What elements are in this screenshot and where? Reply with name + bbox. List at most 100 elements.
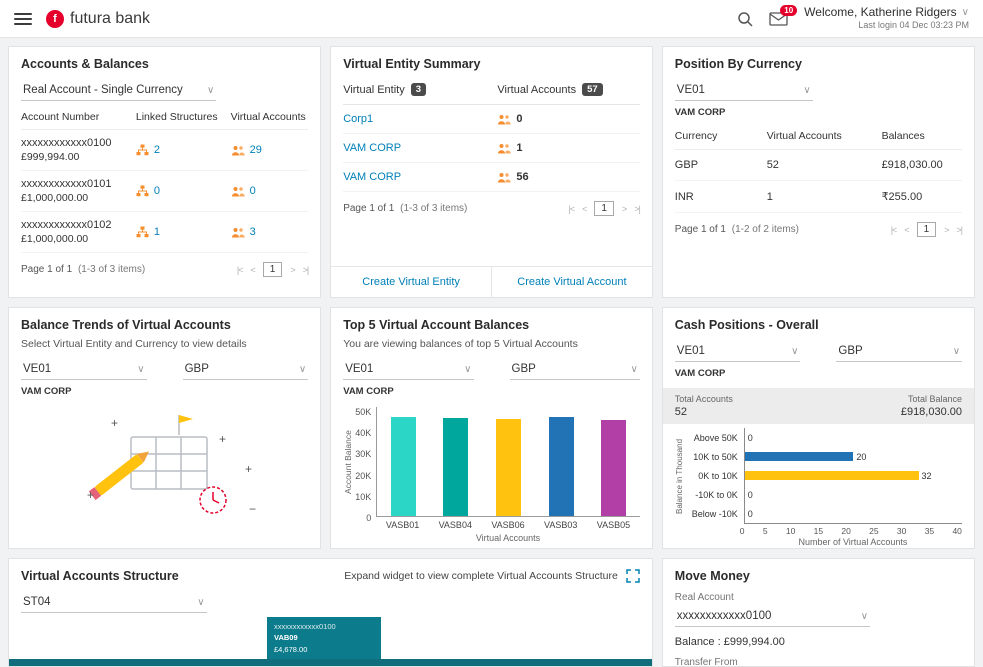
top5-yticks: 50K 40K 30K 20K 10K 0 [355,407,371,523]
linked-structures-count[interactable]: 1 [153,226,160,238]
next-page-button[interactable]: > [621,203,627,214]
ves-header: Virtual Entity 3 Virtual Accounts 57 [343,83,640,105]
dropdown-value: VE01 [23,363,52,375]
currency-dropdown[interactable]: GBP ∨ [836,340,963,362]
table-header: Currency Virtual Accounts Balances [674,130,962,150]
structure-toolbar-strip [9,659,652,666]
account-type-dropdown[interactable]: Real Account - Single Currency ∨ [21,79,217,101]
currency-dropdown[interactable]: GBP ∨ [509,358,640,380]
user-menu[interactable]: Welcome, Katherine Ridgers ∨ Last login … [804,5,969,31]
account-balance: £999,994.00 [21,151,80,163]
card-footer-actions: Create Virtual Entity Create Virtual Acc… [331,266,652,297]
total-accounts-value: 52 [674,406,688,418]
currency-dropdown[interactable]: GBP ∨ [182,358,309,380]
real-account-label: Real Account [674,592,734,603]
bar-VASB05[interactable] [601,420,627,516]
brand-logo[interactable]: f futura bank [46,9,151,28]
bar-10k-to-50k[interactable] [744,452,854,461]
list-item: VAM CORP 1 [343,134,640,163]
x-tick-label: 25 [869,526,879,536]
mail-icon[interactable]: 10 [769,4,798,26]
last-page-button[interactable]: >| [302,264,310,275]
current-page-box[interactable]: 1 [916,222,937,237]
node-name: VAB09 [274,633,298,643]
page-number: 1 [700,224,707,235]
totals-strip: Total Accounts 52 Total Balance £918,030… [662,388,974,424]
svg-text:+: + [87,488,94,502]
virtual-accounts-count[interactable]: 3 [249,226,256,238]
brand-name: futura bank [70,9,151,27]
prev-page-button[interactable]: < [904,224,909,235]
x-tick-label: 35 [924,526,935,536]
chevron-down-icon: ∨ [791,345,799,357]
dropdown-value: ST04 [23,596,51,608]
card-subtitle: You are viewing balances of top 5 Virtua… [343,338,578,350]
virtual-entity-dropdown[interactable]: VE01 ∨ [343,358,474,380]
create-virtual-account-link[interactable]: Create Virtual Account [491,267,652,297]
card-subtitle: Select Virtual Entity and Currency to vi… [21,338,247,350]
first-page-button[interactable]: |< [236,264,244,275]
virtual-entity-link[interactable]: VAM CORP [343,171,402,183]
bar-column [430,407,483,516]
cash-row: Above 50K 0 [684,428,962,447]
entity-sub-label: VAM CORP [674,107,726,118]
structure-root-node[interactable]: xxxxxxxxxxxx0100 VAB09 £4,678.00 [267,617,381,659]
page-range: (1-3 of 3 items) [77,264,146,275]
col-linked-structures: Linked Structures [135,111,218,123]
last-page-button[interactable]: >| [634,203,641,214]
search-icon[interactable] [737,11,753,27]
virtual-accounts-count[interactable]: 29 [249,144,262,156]
first-page-button[interactable]: |< [568,203,576,214]
linked-structures-count[interactable]: 2 [153,144,160,156]
entity-accounts-count: 1 [516,142,523,154]
bar-value-label: 0 [747,489,753,500]
entity-sub-label: VAM CORP [343,386,394,397]
last-page-button[interactable]: >| [956,224,963,235]
virtual-entity-dropdown[interactable]: VE01 ∨ [674,79,813,101]
y-tick-label: 0K to 10K [698,470,738,481]
current-page-box[interactable]: 1 [594,201,614,216]
balance-trends-card: Balance Trends of Virtual Accounts Selec… [8,307,322,549]
bar-VASB06[interactable] [495,419,521,516]
next-page-button[interactable]: > [290,264,295,275]
page-of: of 1 [709,224,726,235]
prev-page-button[interactable]: < [582,203,587,214]
structure-dropdown[interactable]: ST04 ∨ [21,591,207,613]
bar-VASB01[interactable] [390,417,416,516]
node-balance: £4,678.00 [274,644,308,654]
current-page-box[interactable]: 1 [262,262,283,277]
virtual-entity-label: Virtual Entity [343,83,405,96]
brand-logo-icon: f [46,9,64,28]
prev-page-button[interactable]: < [250,264,256,275]
page-range: (1-2 of 2 items) [731,224,799,235]
virtual-entity-dropdown[interactable]: VE01 ∨ [21,358,147,380]
bar-VASB04[interactable] [443,417,469,516]
next-page-button[interactable]: > [944,224,949,235]
virtual-accounts-count[interactable]: 0 [249,185,256,197]
svg-text:+: + [219,432,226,446]
cash-rows: Above 50K 0 10K to 50K 20 0K to 10K 32 -10K to… [684,428,962,523]
virtual-entity-link[interactable]: Corp1 [343,113,374,125]
virtual-entity-dropdown[interactable]: VE01 ∨ [674,340,801,362]
accounts-balances-card: Accounts & Balances Real Account - Singl… [8,46,322,298]
first-page-button[interactable]: |< [890,224,898,235]
linked-structures-count[interactable]: 0 [153,185,160,197]
users-icon [231,145,245,155]
create-virtual-entity-link[interactable]: Create Virtual Entity [362,276,460,288]
currency-cell: INR [674,190,694,203]
balance-cell: £918,030.00 [881,159,943,171]
menu-icon[interactable] [14,10,32,28]
real-account-dropdown[interactable]: xxxxxxxxxxxx0100 ∨ [674,605,871,627]
page-label: Page [21,264,45,275]
y-tick-label: 30K [355,449,372,460]
virtual-entity-link[interactable]: VAM CORP [343,142,402,154]
entity-sub-label: VAM CORP [674,368,726,379]
bar-0k-to-10k[interactable] [744,471,919,480]
y-tick-label: Above 50K [693,432,738,443]
bar-VASB03[interactable] [548,416,574,516]
expand-icon[interactable] [626,569,640,583]
virtual-accounts-structure-card: Virtual Accounts Structure Expand widget… [8,558,653,667]
top5-plot [376,407,640,517]
x-tick-label: 30 [896,526,907,536]
y-tick-label: 10K [355,491,372,502]
